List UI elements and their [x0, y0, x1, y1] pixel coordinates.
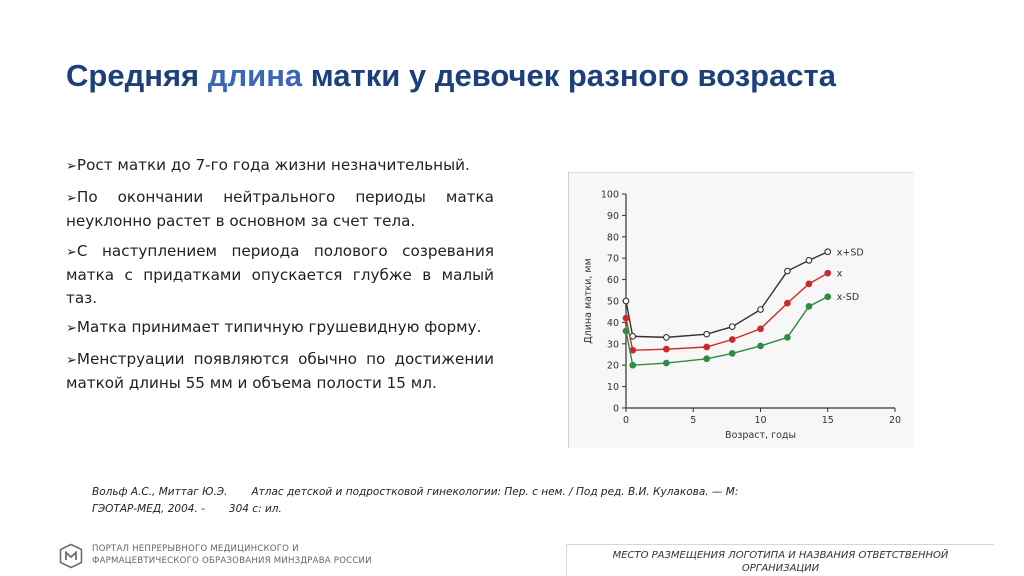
citation-line-2: ГЭОТАР-МЕД, 2004. - 304 с: ил. [92, 501, 892, 518]
x-tick-label: 0 [623, 415, 629, 426]
data-point [728, 350, 736, 357]
data-point [662, 334, 670, 341]
bullet-item: ➢По окончании нейтрального периоды матка… [66, 186, 494, 233]
bullet-item: ➢Рост матки до 7-го года жизни незначите… [66, 154, 494, 179]
data-point [703, 355, 711, 363]
legend-label: x+SD [837, 247, 864, 258]
uterus-length-chart: 0 10 20 30 40 50 60 70 80 90 100 0 5 10 15 20 Возраст, г… [568, 172, 914, 448]
data-point [784, 334, 791, 341]
y-tick-label: 0 [613, 404, 619, 415]
bullet-text: Рост матки до 7-го года жизни незначител… [76, 156, 470, 174]
bullet-item: ➢С наступлением периода полового созрева… [66, 240, 494, 310]
slide-title: Средняя длина матки у девочек разного во… [66, 58, 966, 94]
data-point [662, 359, 670, 367]
data-point [824, 293, 832, 301]
legend-label: x [837, 269, 843, 280]
data-point [805, 256, 813, 264]
chart-svg: 0 10 20 30 40 50 60 70 80 90 100 0 5 10 15 20 Возраст, г… [583, 190, 901, 442]
title-part1: Средняя [66, 58, 208, 93]
citation-authors: Вольф А.С., Миттаг Ю.Э. [92, 486, 228, 498]
data-point [824, 269, 832, 277]
bullet-text: С наступлением периода полового созреван… [66, 241, 494, 307]
y-tick-label: 80 [607, 232, 619, 243]
x-tick-label: 10 [754, 415, 766, 426]
data-point [728, 336, 736, 343]
bullet-item: ➢Менструации появляются обычно по достиж… [66, 348, 494, 395]
data-point [662, 345, 670, 353]
data-point [805, 303, 813, 310]
series-line-2 [625, 296, 829, 366]
y-tick-label: 40 [607, 318, 619, 329]
x-axis-label: Возраст, годы [725, 430, 796, 441]
citation-line-1: Вольф А.С., Миттаг Ю.Э. Атлас детской и п… [92, 484, 892, 501]
citation-pages: 304 с: ил. [228, 503, 282, 515]
y-tick-label: 20 [607, 361, 619, 372]
citation-publisher: ГЭОТАР-МЕД, 2004. - [92, 503, 205, 515]
bullet-marker-icon: ➢ [66, 244, 77, 260]
y-tick-label: 70 [607, 254, 619, 265]
data-point [629, 361, 637, 369]
bullet-list: ➢Рост матки до 7-го года жизни незначите… [66, 154, 494, 402]
data-point [728, 323, 736, 331]
bullet-text: По окончании нейтрального периоды матка … [66, 187, 494, 231]
data-point [824, 248, 832, 256]
citation: Вольф А.С., Миттаг Ю.Э. Атлас детской и п… [92, 484, 892, 518]
y-tick-label: 50 [607, 297, 619, 308]
data-point [622, 314, 630, 322]
legend-label: x-SD [837, 292, 859, 303]
bullet-text: Матка принимает типичную грушевидную фор… [76, 318, 482, 336]
data-point [622, 327, 630, 335]
data-point [757, 325, 764, 333]
y-tick-label: 60 [607, 275, 619, 286]
bullet-marker-icon: ➢ [66, 159, 77, 174]
x-tick-label: 20 [889, 415, 901, 426]
portal-name-line-1: ПОРТАЛ НЕПРЕРЫВНОГО МЕДИЦИНСКОГО И [92, 544, 299, 554]
x-tick-label: 15 [822, 415, 834, 426]
data-point [622, 297, 630, 305]
x-tick-label: 5 [690, 415, 696, 426]
data-point [757, 306, 764, 313]
y-tick-label: 30 [607, 339, 619, 350]
logo-placeholder: МЕСТО РАЗМЕЩЕНИЯ ЛОГОТИПА И НАЗВАНИЯ ОТВ… [566, 544, 994, 576]
bullet-marker-icon: ➢ [66, 352, 77, 368]
logo-placeholder-line-2: ОРГАНИЗАЦИИ [741, 563, 820, 574]
data-point [703, 343, 711, 351]
data-point [757, 342, 764, 350]
title-highlight: длина [207, 58, 303, 93]
y-tick-label: 100 [601, 190, 619, 201]
bullet-marker-icon: ➢ [66, 190, 77, 206]
y-axis-label: Длина матки, мм [583, 258, 594, 344]
bullet-marker-icon: ➢ [66, 321, 77, 336]
y-tick-label: 10 [607, 382, 619, 393]
citation-text: Атлас детской и подростковой гинекологии… [251, 486, 739, 498]
logo-placeholder-line-1: МЕСТО РАЗМЕЩЕНИЯ ЛОГОТИПА И НАЗВАНИЯ ОТВ… [612, 550, 949, 561]
bullet-item: ➢Матка принимает типичную грушевидную фо… [66, 316, 494, 341]
portal-name-line-2: ФАРМАЦЕВТИЧЕСКОГО ОБРАЗОВАНИЯ МИНЗДРАВА … [92, 556, 372, 566]
portal-emblem-icon [59, 543, 83, 569]
data-point [784, 299, 791, 307]
data-point [703, 330, 711, 338]
y-tick-label: 90 [607, 211, 619, 222]
series-line-1 [625, 272, 829, 351]
data-point [805, 280, 813, 288]
portal-name: ПОРТАЛ НЕПРЕРЫВНОГО МЕДИЦИНСКОГО И ФАРМА… [92, 543, 422, 567]
bullet-text: Менструации появляются обычно по достиже… [66, 349, 494, 393]
title-part2: матки у девочек разного возраста [302, 58, 836, 93]
data-point [784, 267, 791, 275]
